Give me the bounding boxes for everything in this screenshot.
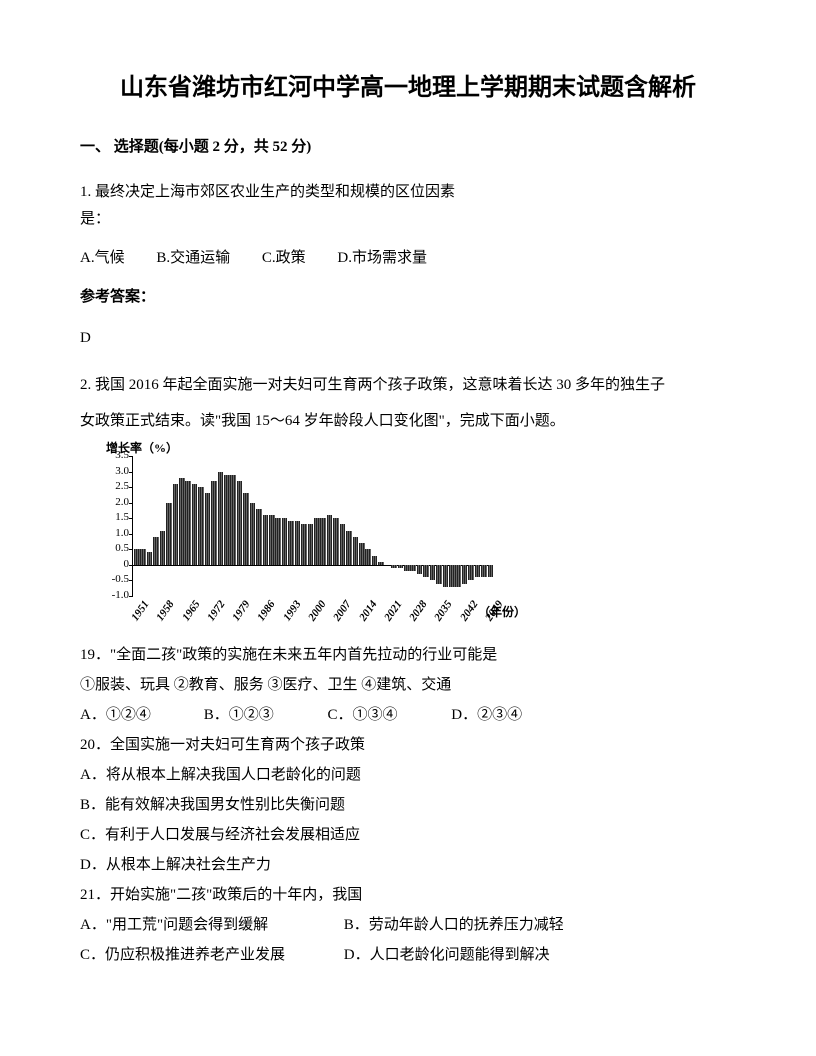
q21-opt-c: C．仍应积极推进养老产业发展: [80, 940, 340, 970]
q1-opt-d: D.市场需求量: [337, 245, 427, 272]
q2-line2: 女政策正式结束。读"我国 15～64 岁年龄段人口变化图"，完成下面小题。: [80, 406, 736, 436]
q20-stem: 20．全国实施一对夫妇可生育两个孩子政策: [80, 730, 736, 760]
q1-answer: D: [80, 325, 736, 352]
q20-opt-c: C．有利于人口发展与经济社会发展相适应: [80, 820, 736, 850]
q21-row2: C．仍应积极推进养老产业发展 D．人口老龄化问题能得到解决: [80, 940, 736, 970]
q21-opt-b: B．劳动年龄人口的抚养压力减轻: [344, 910, 564, 940]
q1-opt-c: C.政策: [262, 245, 306, 272]
q20-opt-b: B．能有效解决我国男女性别比失衡问题: [80, 790, 736, 820]
page-title: 山东省潍坊市红河中学高一地理上学期期末试题含解析: [80, 70, 736, 106]
q20-opt-a: A．将从根本上解决我国人口老龄化的问题: [80, 760, 736, 790]
q19-opt-d: D．②③④: [451, 700, 522, 730]
section-header: 一、 选择题(每小题 2 分，共 52 分): [80, 134, 736, 161]
answer-label: 参考答案：: [80, 284, 736, 311]
q1-line1: 1. 最终决定上海市郊区农业生产的类型和规模的区位因素: [80, 179, 736, 206]
q21-stem: 21．开始实施"二孩"政策后的十年内，我国: [80, 880, 736, 910]
q19-options: A．①②④ B．①②③ C．①③④ D．②③④: [80, 700, 736, 730]
chart-xlabel: （年份）: [478, 602, 526, 624]
q1-options: A.气候 B.交通运输 C.政策 D.市场需求量: [80, 245, 736, 272]
chart-plot-area: -1.0-0.500.51.01.52.02.53.03.51951195819…: [132, 456, 492, 596]
q20-opt-d: D．从根本上解决社会生产力: [80, 850, 736, 880]
q1-opt-a: A.气候: [80, 245, 125, 272]
q19-opt-a: A．①②④: [80, 700, 200, 730]
q19-opt-c: C．①③④: [328, 700, 448, 730]
q21-opt-a: A．"用工荒"问题会得到缓解: [80, 910, 340, 940]
q19-opt-b: B．①②③: [204, 700, 324, 730]
q1-stem: 1. 最终决定上海市郊区农业生产的类型和规模的区位因素 是：: [80, 179, 736, 233]
q2-line1: 2. 我国 2016 年起全面实施一对夫妇可生育两个孩子政策，这意味着长达 30…: [80, 370, 736, 400]
q21-opt-d: D．人口老龄化问题能得到解决: [344, 940, 550, 970]
q21-row1: A．"用工荒"问题会得到缓解 B．劳动年龄人口的抚养压力减轻: [80, 910, 736, 940]
q19-items: ①服装、玩具 ②教育、服务 ③医疗、卫生 ④建筑、交通: [80, 670, 736, 700]
q1-opt-b: B.交通运输: [156, 245, 230, 272]
population-chart: 增长率（%） -1.0-0.500.51.01.52.02.53.03.5195…: [80, 442, 520, 632]
q19-stem: 19．"全面二孩"政策的实施在未来五年内首先拉动的行业可能是: [80, 640, 736, 670]
q1-line2: 是：: [80, 206, 736, 233]
